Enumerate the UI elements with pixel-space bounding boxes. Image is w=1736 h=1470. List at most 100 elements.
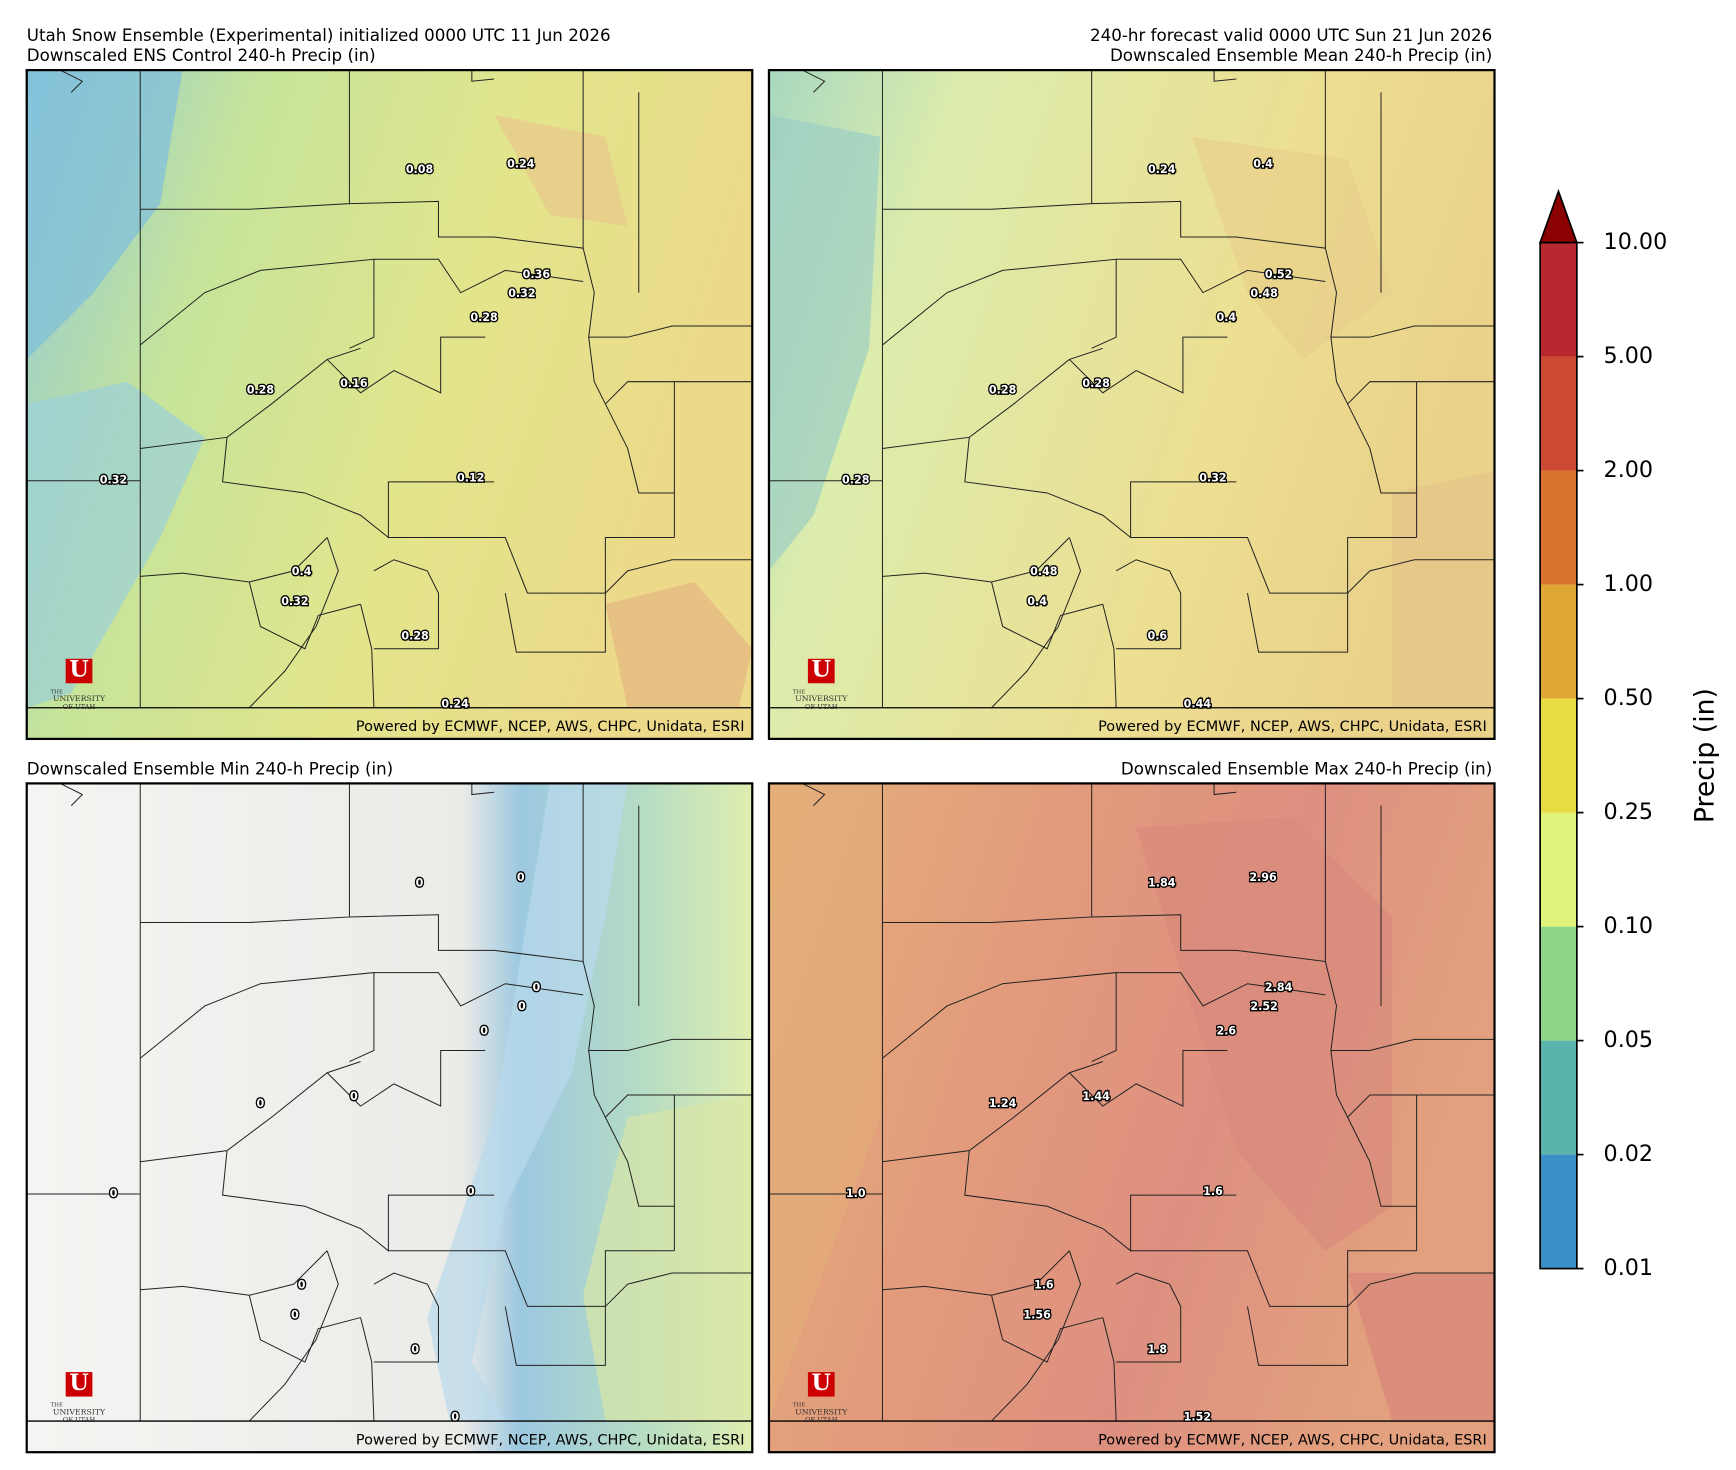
station-label: 1.24 (989, 1097, 1017, 1110)
station-label: 0.24 (441, 697, 469, 710)
county-border (1347, 403, 1418, 538)
station-label: 1.44 (1082, 1090, 1110, 1103)
colorbar-tick-label: 0.02 (1604, 1141, 1654, 1167)
map-panel: 1.84 2.96 2.84 2.52 2.6 1.24 1.44 1.0 1.6 1.6 1.56… (767, 782, 1496, 1454)
station-label: 0.36 (523, 268, 551, 281)
county-border (802, 69, 826, 93)
county-border (1324, 248, 1495, 338)
county-border (388, 536, 675, 594)
station-label: 1.84 (1148, 877, 1176, 890)
county-border (1091, 70, 1326, 249)
logo-mark: U (69, 657, 88, 683)
county-border (582, 248, 753, 338)
county-border (882, 1061, 1103, 1163)
logo-text: UNIVERSITY (53, 1407, 106, 1416)
colorbar-tick-label: 0.50 (1604, 685, 1654, 711)
county-border (1130, 536, 1417, 594)
station-label: 0 (110, 1187, 118, 1200)
station-label: 2.96 (1249, 871, 1277, 884)
station-label: 0.12 (457, 472, 484, 485)
colorbar-tick-label: 0.01 (1604, 1255, 1654, 1281)
county-border (1213, 70, 1237, 82)
precip-area (1136, 816, 1393, 1251)
panel-title: Downscaled Ensemble Max 240-h Precip (in… (1121, 760, 1492, 779)
panel-frame (25, 68, 754, 741)
colorbar-tick-label: 0.25 (1604, 799, 1654, 825)
colorbar-segment (1540, 698, 1577, 813)
colorbar-segment (1540, 242, 1577, 357)
station-label: 0 (467, 1185, 475, 1198)
station-label: 0 (257, 1097, 265, 1110)
county-border (1246, 1306, 1349, 1366)
station-label: 0.4 (1027, 595, 1047, 608)
county-border (1324, 961, 1495, 1051)
station-label: 1.56 (1023, 1308, 1051, 1321)
colorbar-extension (1538, 188, 1579, 244)
colorbar-segment (1540, 356, 1577, 471)
station-label: 0.28 (1082, 377, 1110, 390)
county-border (1347, 1117, 1418, 1251)
logo-text: THE (50, 689, 63, 695)
county-border (248, 537, 339, 709)
county-border (1069, 336, 1228, 394)
precip-area (768, 783, 881, 1422)
county-border (1115, 1272, 1182, 1363)
panel-frame (25, 782, 754, 1454)
precip-area (26, 381, 205, 708)
colorbar-tick-label: 0.05 (1604, 1027, 1654, 1053)
station-label: 0.28 (247, 384, 275, 397)
county-border (1091, 783, 1326, 963)
station-label: 0.32 (100, 474, 127, 487)
panel-title: 240-hr forecast valid 0000 UTC Sun 21 Ju… (1090, 26, 1492, 45)
colorbar-tick-label: 1.00 (1604, 571, 1654, 597)
county-border (59, 69, 84, 93)
station-label: 0 (480, 1025, 488, 1038)
station-label: 0 (291, 1308, 299, 1321)
station-label: 0 (518, 1000, 526, 1013)
map-panel: 0.24 0.4 0.52 0.48 0.4 0.28 0.28 0.28 0.32 0.48 0.… (767, 68, 1496, 741)
logo-mark: U (812, 1370, 831, 1396)
precip-area (605, 581, 753, 708)
panel-title: Downscaled ENS Control 240-h Precip (in) (27, 46, 376, 65)
logo-text: THE (793, 689, 806, 695)
station-label: 2.84 (1265, 981, 1293, 994)
station-label: 1.6 (1203, 1185, 1223, 1198)
station-label: 0.32 (1199, 472, 1226, 485)
station-label: 0.4 (1216, 311, 1236, 324)
county-border (1330, 337, 1495, 405)
logo-mark: U (812, 657, 831, 683)
station-label: 0.28 (401, 630, 429, 643)
station-label: 0.48 (1250, 287, 1278, 300)
colorbar-segment (1540, 926, 1577, 1041)
county-border (373, 559, 439, 650)
county-border (605, 1272, 753, 1307)
county-border (1102, 604, 1117, 708)
county-border (604, 403, 675, 538)
logo-text: THE (793, 1403, 806, 1409)
county-border (882, 972, 1117, 1063)
county-border (471, 70, 495, 82)
precip-area (1347, 1273, 1495, 1422)
county-border (360, 1317, 375, 1422)
station-label: 2.6 (1216, 1025, 1236, 1038)
map-background (768, 70, 1495, 739)
credit: Powered by ECMWF, NCEP, AWS, CHPC, Unida… (1098, 1432, 1487, 1448)
station-label: 2.52 (1250, 1000, 1277, 1013)
station-label: 0.4 (292, 565, 312, 578)
colorbar-segment (1540, 1040, 1577, 1155)
station-label: 0 (411, 1343, 419, 1356)
colorbar-frame (1539, 241, 1578, 1270)
map-panel: 0.08 0.24 0.36 0.32 0.28 0.28 0.16 0.32 0.12 0.4 0… (25, 68, 754, 741)
county-border (1116, 972, 1326, 1007)
county-border (1069, 1049, 1228, 1107)
colorbar-segment (1540, 584, 1577, 699)
county-border (222, 1150, 495, 1252)
logo-text: OF UTAH (805, 703, 838, 711)
logo-text: UNIVERSITY (795, 1407, 848, 1416)
credit: Powered by ECMWF, NCEP, AWS, CHPC, Unida… (356, 719, 745, 735)
colorbar-segment (1540, 812, 1577, 927)
county-border (388, 1250, 675, 1307)
